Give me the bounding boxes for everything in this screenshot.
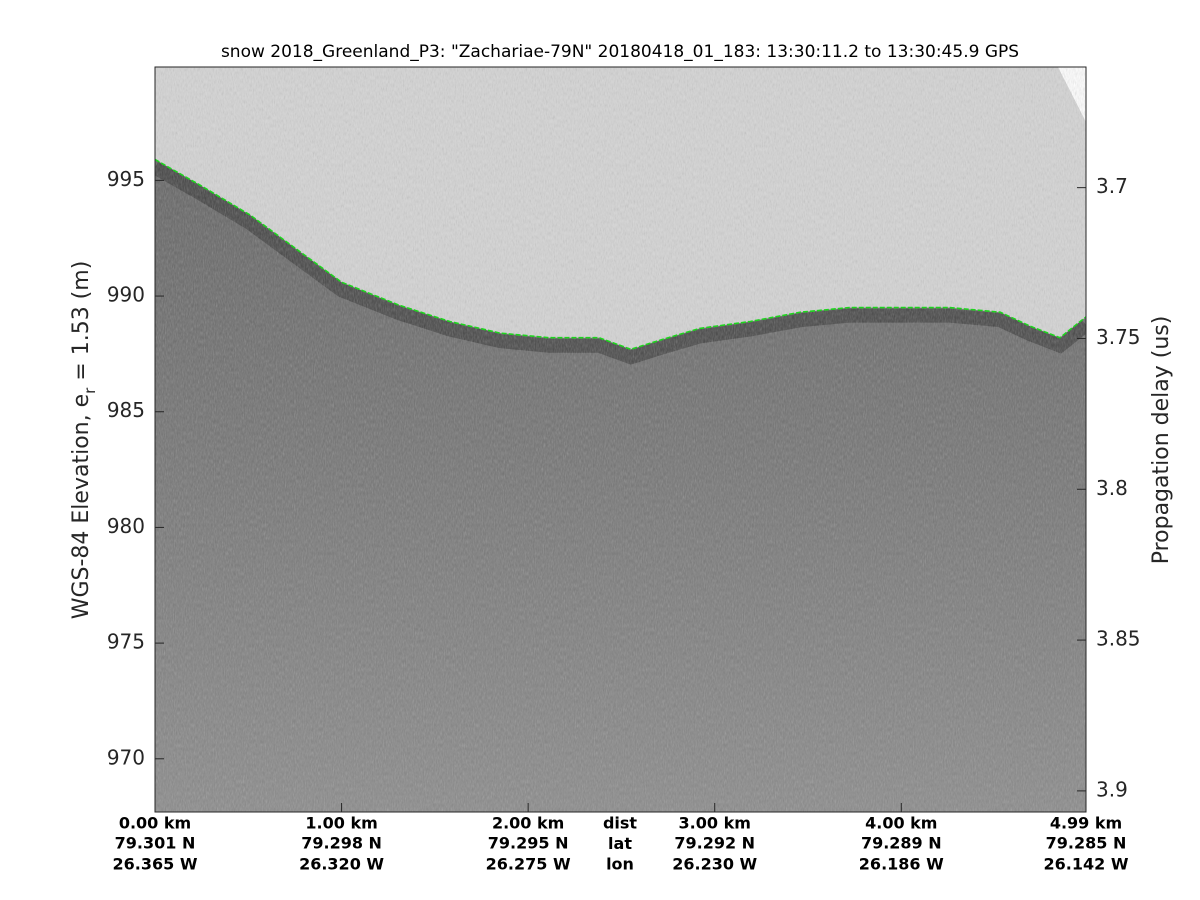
y-tick-label: 995	[107, 167, 145, 191]
chart-title: snow 2018_Greenland_P3: "Zachariae-79N" …	[221, 42, 1019, 62]
y-tick-label: 980	[107, 514, 145, 538]
row-label: lon	[606, 855, 634, 874]
x-tick-label: 4.99 km	[1050, 814, 1122, 833]
x-tick-label: 1.00 km	[305, 814, 377, 833]
y2-tick-label: 3.7	[1096, 174, 1128, 198]
y-label-rest: = 1.53 (m)	[69, 261, 94, 388]
row-label: lat	[608, 834, 632, 853]
x-tick-label: 0.00 km	[119, 814, 191, 833]
y2-axis-label: Propagation delay (us)	[1149, 316, 1174, 565]
x-tick-label: 4.00 km	[865, 814, 937, 833]
lat-label: 79.301 N	[115, 834, 196, 853]
surface-line	[155, 158, 1086, 351]
y2-tick-label: 3.75	[1096, 325, 1141, 349]
lat-label: 79.292 N	[674, 834, 755, 853]
lat-label: 79.289 N	[861, 834, 942, 853]
y2-tick-label: 3.8	[1096, 476, 1128, 500]
plot-frame	[154, 66, 1087, 813]
x-tick-label: 2.00 km	[492, 814, 564, 833]
lon-label: 26.230 W	[672, 855, 757, 874]
y-tick-label: 975	[107, 630, 145, 654]
lon-label: 26.365 W	[113, 855, 198, 874]
echogram-image	[155, 67, 1086, 812]
y2-tick-label: 3.9	[1096, 777, 1128, 801]
y-tick-label: 985	[107, 398, 145, 422]
row-label: dist	[603, 814, 637, 833]
lon-label: 26.275 W	[486, 855, 571, 874]
y2-tick-label: 3.85	[1096, 627, 1141, 651]
y-tick-label: 970	[107, 745, 145, 769]
y-tick-label: 990	[107, 283, 145, 307]
lat-label: 79.295 N	[488, 834, 569, 853]
y-axis-label: WGS-84 Elevation, er = 1.53 (m)	[69, 261, 99, 620]
lat-label: 79.298 N	[301, 834, 382, 853]
x-tick-label: 3.00 km	[679, 814, 751, 833]
lon-label: 26.142 W	[1044, 855, 1129, 874]
noise	[155, 67, 1086, 812]
lon-label: 26.186 W	[859, 855, 944, 874]
y-label-subscript: r	[81, 387, 99, 394]
y-label-main: WGS-84 Elevation, e	[69, 394, 94, 619]
lat-label: 79.285 N	[1046, 834, 1127, 853]
lon-label: 26.320 W	[299, 855, 384, 874]
